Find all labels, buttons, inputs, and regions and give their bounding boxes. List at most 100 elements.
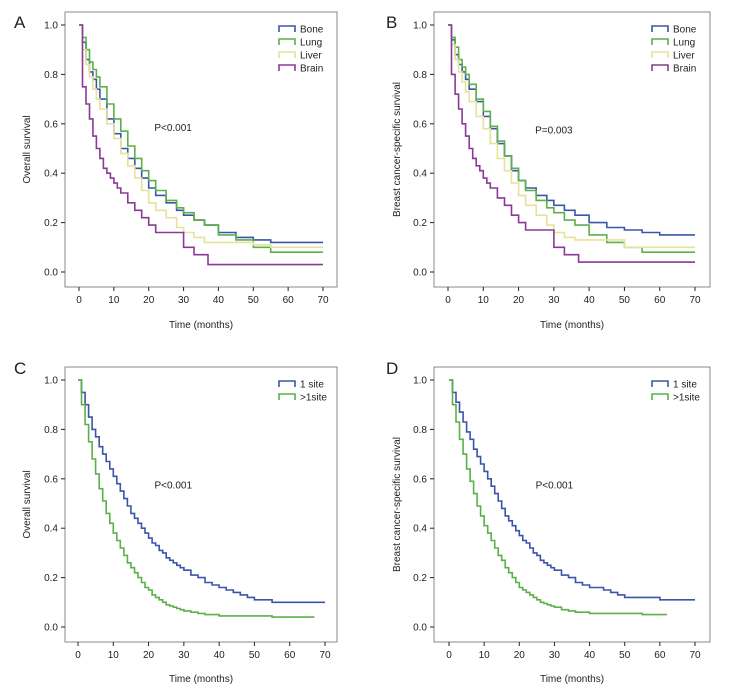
panel-letter: B [386,13,397,32]
legend-swatch [651,51,669,58]
x-tick-label: 30 [548,295,560,306]
survival-curve--1site [449,379,667,616]
legend-label: Brain [673,64,696,75]
y-tick-label: 0.4 [413,524,427,535]
x-axis-label: Time (months) [169,674,233,685]
survival-curve--1site [78,379,315,618]
x-tick-label: 10 [479,650,491,661]
p-value-annotation: P<0.001 [536,481,574,492]
y-tick-label: 0.0 [44,268,58,279]
y-tick-label: 0.4 [413,169,427,180]
x-tick-label: 0 [76,295,82,306]
legend-label: Lung [300,38,322,49]
x-tick-label: 70 [317,295,329,306]
y-tick-label: 0.6 [413,119,427,130]
legend-swatch [651,38,669,45]
y-tick-label: 1.0 [44,21,58,32]
panel-d: D 0.0 0.2 0.4 0.6 0.8 1.0 0 10 20 30 40 50 60 70 Time … [386,359,711,685]
y-tick-label: 0.8 [44,425,58,436]
x-tick-label: 0 [446,650,452,661]
p-value-annotation: P<0.001 [154,481,192,492]
legend-swatch [278,380,296,387]
x-axis-label: Time (months) [540,320,604,331]
y-tick-label: 0.2 [44,218,58,229]
x-tick-label: 20 [514,650,526,661]
panel-a: A 0.0 0.2 0.4 0.6 0.8 1.0 0 10 20 30 40 50 60 70 Time … [14,11,338,331]
survival-curve-brain [448,24,695,263]
legend-label: 1 site [300,380,324,391]
x-tick-label: 60 [284,650,296,661]
y-tick-label: 1.0 [413,21,427,32]
x-tick-label: 60 [283,295,295,306]
x-tick-label: 10 [108,295,120,306]
survival-curve-brain [79,24,323,266]
x-tick-label: 50 [619,650,631,661]
y-tick-label: 0.2 [413,573,427,584]
x-tick-label: 20 [143,650,155,661]
legend-swatch [278,25,296,32]
panel-letter: C [14,359,26,378]
y-tick-label: 0.0 [44,623,58,634]
x-tick-label: 10 [108,650,120,661]
x-tick-label: 0 [75,650,81,661]
x-axis-label: Time (months) [540,674,604,685]
legend-swatch [651,25,669,32]
legend-label: Brain [300,64,323,75]
y-axis-label: Overall survival [22,115,33,183]
x-tick-label: 30 [178,295,190,306]
y-tick-label: 0.4 [44,169,58,180]
y-tick-label: 0.2 [44,573,58,584]
x-tick-label: 40 [213,295,225,306]
x-tick-label: 20 [143,295,155,306]
x-tick-label: 70 [689,650,701,661]
x-tick-label: 70 [319,650,331,661]
y-axis-label: Overall survival [22,470,33,538]
x-tick-label: 30 [549,650,561,661]
p-value-annotation: P<0.001 [154,123,192,134]
x-tick-label: 40 [214,650,226,661]
x-axis-label: Time (months) [169,320,233,331]
panel-letter: D [386,359,398,378]
legend-label: 1 site [673,380,697,391]
legend-swatch [278,38,296,45]
survival-curve-1-site [78,379,325,604]
x-tick-label: 60 [654,650,666,661]
x-tick-label: 50 [248,295,260,306]
plot-frame [433,366,711,643]
y-tick-label: 0.8 [413,425,427,436]
legend-swatch [278,64,296,71]
survival-curve-liver [448,24,695,249]
x-tick-label: 10 [478,295,490,306]
y-tick-label: 0.6 [44,474,58,485]
legend-label: Bone [673,25,697,36]
y-axis-label: Breast cancer-specific survival [392,82,403,217]
x-tick-label: 60 [654,295,666,306]
y-tick-label: 0.0 [413,623,427,634]
y-tick-label: 0.4 [44,524,58,535]
survival-curve-lung [448,24,695,253]
x-tick-label: 20 [513,295,525,306]
legend-swatch [651,393,669,400]
plot-frame [433,11,711,288]
y-tick-label: 0.2 [413,218,427,229]
survival-curve-bone [79,24,323,244]
panel-b: B 0.0 0.2 0.4 0.6 0.8 1.0 0 10 20 30 40 50 60 70 Time … [386,11,711,331]
legend-label: Lung [673,38,695,49]
y-tick-label: 1.0 [413,376,427,387]
x-tick-label: 40 [584,650,596,661]
legend-label: Bone [300,25,324,36]
x-tick-label: 50 [249,650,261,661]
y-tick-label: 0.8 [44,70,58,81]
survival-curve-1-site [449,379,695,601]
legend-swatch [651,380,669,387]
legend-swatch [651,64,669,71]
x-tick-label: 0 [445,295,451,306]
plot-frame [64,366,338,643]
plot-frame [64,11,338,288]
x-tick-label: 50 [619,295,631,306]
y-tick-label: 1.0 [44,376,58,387]
legend-label: Liver [673,51,695,62]
legend-swatch [278,393,296,400]
y-axis-label: Breast cancer-specific survival [392,437,403,572]
